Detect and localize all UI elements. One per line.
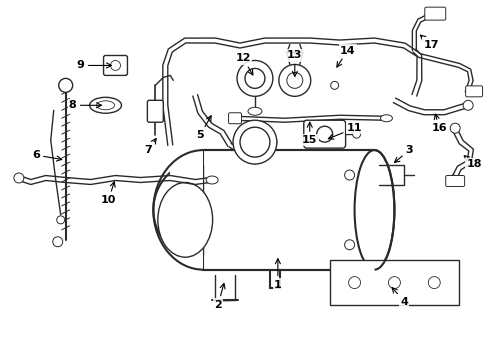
Circle shape xyxy=(352,130,360,138)
Text: 12: 12 xyxy=(235,54,252,75)
Ellipse shape xyxy=(380,115,392,122)
Ellipse shape xyxy=(96,101,114,110)
Text: 11: 11 xyxy=(328,123,362,139)
FancyBboxPatch shape xyxy=(228,113,241,124)
Ellipse shape xyxy=(354,150,394,270)
Circle shape xyxy=(330,81,338,89)
Ellipse shape xyxy=(89,97,121,113)
Circle shape xyxy=(153,160,252,260)
Circle shape xyxy=(344,240,354,250)
Text: 3: 3 xyxy=(394,145,412,162)
Text: 1: 1 xyxy=(273,259,281,289)
Circle shape xyxy=(447,175,457,185)
Text: 18: 18 xyxy=(463,156,481,169)
Circle shape xyxy=(110,60,120,71)
Text: 9: 9 xyxy=(77,60,111,71)
Circle shape xyxy=(449,123,459,133)
Circle shape xyxy=(57,216,64,224)
Text: 13: 13 xyxy=(286,50,302,76)
Circle shape xyxy=(53,237,62,247)
Ellipse shape xyxy=(206,176,218,184)
Circle shape xyxy=(278,64,310,96)
Text: 7: 7 xyxy=(144,139,156,155)
Polygon shape xyxy=(170,150,203,270)
Text: 15: 15 xyxy=(302,122,317,145)
Text: 16: 16 xyxy=(430,114,446,133)
Text: 4: 4 xyxy=(391,288,407,306)
Text: 5: 5 xyxy=(196,116,211,140)
Circle shape xyxy=(233,120,276,164)
Text: 8: 8 xyxy=(69,100,102,110)
Circle shape xyxy=(462,100,472,110)
FancyBboxPatch shape xyxy=(445,176,464,186)
Circle shape xyxy=(59,78,73,92)
FancyBboxPatch shape xyxy=(465,86,482,97)
FancyBboxPatch shape xyxy=(329,260,458,305)
Circle shape xyxy=(316,126,332,142)
Polygon shape xyxy=(203,150,374,270)
Text: 14: 14 xyxy=(336,45,355,67)
FancyBboxPatch shape xyxy=(424,7,445,20)
Circle shape xyxy=(14,173,24,183)
Circle shape xyxy=(286,72,302,88)
Text: 6: 6 xyxy=(32,150,61,161)
FancyBboxPatch shape xyxy=(303,120,345,148)
FancyBboxPatch shape xyxy=(147,100,163,122)
Text: 10: 10 xyxy=(101,182,116,205)
Text: 2: 2 xyxy=(214,283,224,310)
Circle shape xyxy=(344,170,354,180)
Ellipse shape xyxy=(247,107,262,115)
Circle shape xyxy=(348,276,360,289)
Circle shape xyxy=(387,276,400,289)
Ellipse shape xyxy=(158,183,212,257)
Circle shape xyxy=(427,276,439,289)
FancyBboxPatch shape xyxy=(103,55,127,75)
Text: 17: 17 xyxy=(420,35,438,50)
Circle shape xyxy=(237,60,272,96)
Circle shape xyxy=(244,68,264,88)
Circle shape xyxy=(240,127,269,157)
